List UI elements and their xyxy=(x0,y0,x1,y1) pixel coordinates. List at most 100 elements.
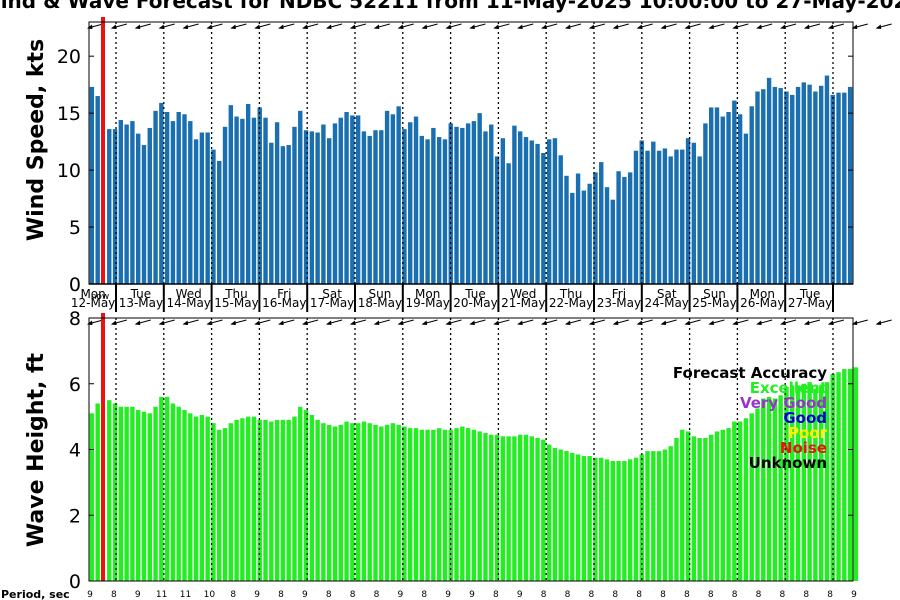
wave-bar xyxy=(107,400,112,581)
wave-bar xyxy=(506,436,511,581)
wave-direction-arrow xyxy=(732,319,749,325)
wind-direction-arrow xyxy=(421,23,438,29)
wave-bar xyxy=(627,459,633,581)
wind-bar xyxy=(599,162,604,284)
day-of-week-label: Mon xyxy=(415,287,440,301)
wave-y-tick-label: 6 xyxy=(69,374,81,396)
period-value: 9 xyxy=(398,590,404,600)
wind-bar xyxy=(703,123,708,284)
wave-bar xyxy=(743,418,749,581)
wind-bar xyxy=(118,119,124,284)
wind-bar xyxy=(147,127,152,284)
wind-bar xyxy=(309,131,315,284)
wave-bar xyxy=(338,424,343,581)
wind-bar xyxy=(518,131,523,284)
wind-bar xyxy=(714,107,720,285)
wind-bar xyxy=(164,111,170,285)
period-value: 8 xyxy=(780,590,786,600)
wave-bar xyxy=(801,383,806,581)
wind-bar xyxy=(413,116,419,284)
wave-direction-arrow xyxy=(349,319,367,325)
wind-bar xyxy=(193,139,199,284)
wind-bar xyxy=(465,123,471,284)
date-label: 13-May xyxy=(119,296,163,310)
wind-bar xyxy=(384,110,390,284)
wave-bar xyxy=(616,461,621,581)
legend-item: Good xyxy=(783,409,827,427)
legend-item: Excellent xyxy=(750,379,827,397)
wind-bar xyxy=(153,110,158,284)
wind-bar xyxy=(298,110,303,284)
wind-bar xyxy=(344,111,349,285)
wind-direction-arrow xyxy=(804,23,821,29)
period-value: 9 xyxy=(445,590,451,600)
wind-bar xyxy=(784,91,789,285)
date-label: 22-May xyxy=(549,296,593,310)
wave-bar xyxy=(489,434,494,581)
wave-bar xyxy=(205,416,210,582)
wave-bar xyxy=(807,382,812,581)
period-value: 9 xyxy=(87,590,93,600)
day-of-week-label: Wed xyxy=(510,287,536,301)
wind-direction-arrow xyxy=(182,23,199,29)
legend-title: Forecast Accuracy xyxy=(673,364,827,382)
wave-direction-arrow xyxy=(541,319,558,325)
wave-bar xyxy=(170,403,176,581)
wave-bar xyxy=(176,406,181,581)
wind-bar xyxy=(112,129,118,284)
wave-bar xyxy=(118,406,124,581)
wind-bar xyxy=(182,114,187,285)
wind-bar xyxy=(251,117,257,284)
wind-bar xyxy=(743,133,749,284)
wind-bar xyxy=(280,146,286,284)
day-of-week-label: Tue xyxy=(799,287,821,301)
wind-direction-arrow xyxy=(827,23,845,29)
wave-bar xyxy=(286,419,291,581)
wave-bar xyxy=(709,434,714,581)
wave-y-tick-label: 0 xyxy=(69,571,81,593)
wind-bar xyxy=(778,88,783,284)
wave-bar xyxy=(749,413,754,581)
wind-bar xyxy=(136,133,141,284)
wave-bar xyxy=(465,428,471,581)
wind-bar xyxy=(535,143,540,284)
wind-direction-arrow xyxy=(708,23,725,29)
wind-bar xyxy=(541,153,546,284)
period-value: 9 xyxy=(302,590,308,600)
wind-bar xyxy=(558,155,563,284)
wind-bar xyxy=(332,123,338,284)
wave-bar xyxy=(842,368,847,581)
wind-bar xyxy=(801,82,806,285)
wave-direction-arrow xyxy=(373,319,390,325)
day-of-week-label: Sun xyxy=(368,287,391,301)
wind-bar xyxy=(361,131,367,284)
wave-bar xyxy=(292,416,297,582)
period-value: 8 xyxy=(350,590,356,600)
wave-height-panel: 0 2 4 6 8 xyxy=(69,308,892,593)
wave-bar xyxy=(784,387,789,581)
day-of-week-label: Fri xyxy=(277,287,291,301)
wind-bar xyxy=(442,139,448,284)
period-value: 9 xyxy=(135,590,141,600)
wave-direction-arrow xyxy=(469,319,486,325)
wind-bar xyxy=(95,96,100,284)
wind-direction-arrow xyxy=(373,23,390,29)
wind-direction-arrow xyxy=(493,23,510,29)
wind-bar xyxy=(107,129,112,284)
wind-bar xyxy=(176,111,181,285)
wind-bar xyxy=(199,132,205,284)
date-label: 16-May xyxy=(262,296,306,310)
wind-bar xyxy=(425,139,430,284)
period-value: 8 xyxy=(111,590,117,600)
wind-bar xyxy=(651,141,656,284)
wind-bar xyxy=(709,107,714,285)
wind-direction-arrow xyxy=(588,23,606,29)
period-value: 8 xyxy=(732,590,738,600)
wind-bar xyxy=(367,135,372,284)
wind-direction-arrow xyxy=(517,23,534,29)
wave-bar xyxy=(766,396,772,581)
day-of-week-label: Thu xyxy=(559,287,583,301)
wave-direction-arrow xyxy=(158,319,175,325)
wave-direction-arrow xyxy=(110,319,128,325)
